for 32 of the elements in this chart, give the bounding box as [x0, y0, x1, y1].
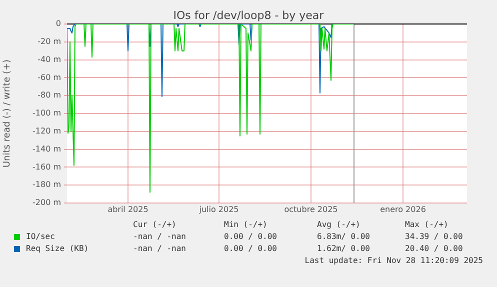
text: 20.40 / 0.00	[405, 244, 463, 253]
text: 0.00 / 0.00	[224, 232, 277, 241]
y-tick-label: 0	[56, 19, 61, 28]
text: Cur (-/+)	[133, 220, 176, 229]
text: Last update: Fri Nov 28 11:20:09 2025	[304, 256, 483, 265]
legend-label: Req Size (KB)	[26, 244, 89, 253]
y-tick-label: -200 m	[32, 198, 62, 208]
text: Avg (-/+)	[317, 220, 360, 229]
y-tick-label: -80 m	[38, 90, 62, 100]
text: 1.62m/ 0.00	[317, 244, 370, 253]
x-tick-label: octubre 2025	[284, 204, 338, 214]
text: Min (-/+)	[224, 220, 268, 229]
text: Max (-/+)	[405, 220, 448, 229]
text: 6.83m/ 0.00	[317, 232, 370, 241]
legend-label: IO/sec	[26, 232, 55, 241]
y-tick-label: -180 m	[32, 180, 62, 190]
text: 34.39 / 0.00	[405, 232, 463, 241]
y-tick-label: -40 m	[38, 54, 62, 64]
chart-title: IOs for /dev/loop8 - by year	[173, 9, 324, 22]
text: 0.00 / 0.00	[224, 244, 277, 253]
y-tick-label: -20 m	[38, 36, 62, 46]
y-tick-label: -140 m	[32, 144, 62, 154]
text: -nan / -nan	[133, 232, 186, 241]
x-tick-label: julio 2025	[198, 204, 239, 214]
y-tick-label: -60 m	[38, 72, 62, 82]
y-tick-label: -160 m	[32, 162, 62, 172]
x-tick-label: abril 2025	[108, 204, 148, 214]
y-tick-label: -100 m	[32, 108, 62, 118]
y-axis-title: Units read (-) / write (+)	[2, 59, 13, 168]
x-tick-label: enero 2026	[380, 204, 426, 214]
y-tick-label: -120 m	[32, 126, 62, 136]
text: -nan / -nan	[133, 244, 186, 253]
